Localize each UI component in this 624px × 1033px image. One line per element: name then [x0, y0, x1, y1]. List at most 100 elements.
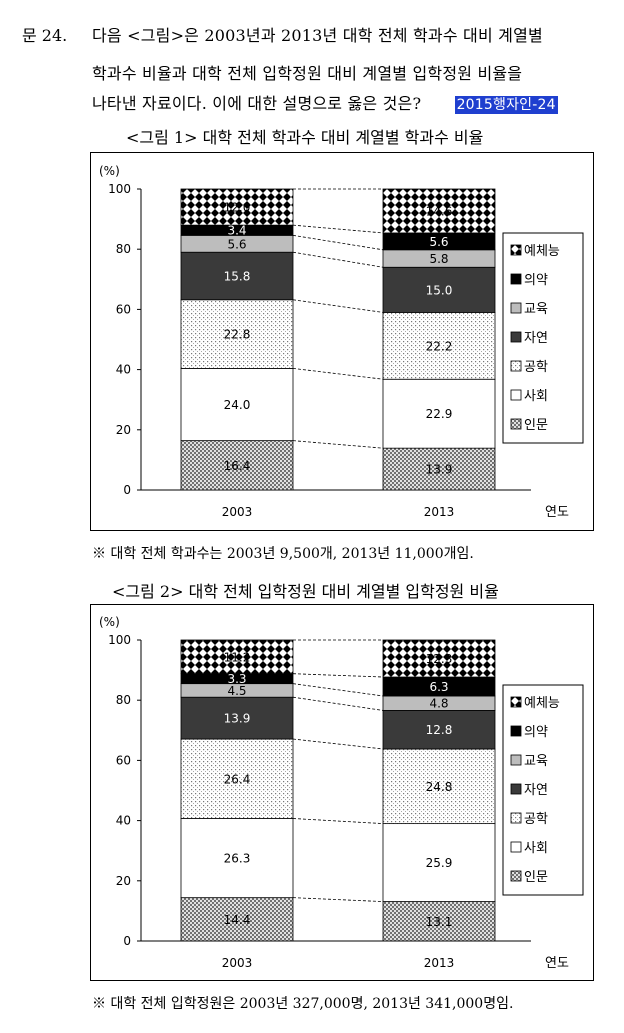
chart1-data-label-2013-inmun: 13.9	[426, 463, 453, 477]
chart1-ytick-label: 40	[116, 363, 131, 377]
chart2-data-label-2003-gonghak: 26.4	[224, 772, 251, 786]
chart2-bar-2013-yechaeneung	[382, 639, 496, 678]
chart1-ytick-label: 100	[108, 182, 131, 196]
chart2-bar-2013-gonghak	[382, 748, 496, 825]
chart2-bar-2013-inmun	[382, 901, 496, 942]
chart1-data-label-2013-uiyak: 5.6	[429, 235, 448, 249]
chart2-legend-label-inmun: 인문	[524, 870, 548, 885]
chart2-bar-2003-inmun	[180, 897, 294, 942]
question-line-2: 학과수 비율과 대학 전체 입학정원 대비 계열별 입학정원 비율을	[92, 64, 523, 83]
chart1-bar-2003-gonghak	[180, 299, 294, 369]
chart1-ytick-label: 60	[116, 302, 131, 316]
chart1-connector	[292, 251, 384, 268]
chart2-connector	[292, 738, 384, 750]
chart1-bar-2003-sahoe	[180, 367, 294, 442]
chart2-legend-label-uiyak: 의약	[524, 725, 548, 740]
question-line-3-text: 나타낸 자료이다. 이에 대한 설명으로 옳은 것은?	[92, 94, 422, 113]
chart1-legend-label-yechaeneung: 예체능	[524, 244, 560, 259]
chart1-data-label-2003-jayeon: 15.8	[224, 269, 251, 283]
chart1-data-label-2013-yechaeneung: 14.6	[426, 204, 453, 218]
chart1-legend-label-inmun: 인문	[524, 418, 548, 433]
chart2-title: <그림 2> 대학 전체 입학정원 대비 계열별 입학정원 비율	[112, 582, 499, 601]
chart1-data-label-2013-sahoe: 22.9	[426, 407, 453, 421]
chart2-data-label-2013-yechaeneung: 12.3	[426, 652, 453, 666]
chart2-svg: (%) 0 20 40 60 80 100 14.4 26.3 26.4 13.9 4.53.3 11.…	[99, 615, 584, 971]
chart1-connector	[292, 234, 384, 251]
chart2-bar-2003-yechaeneung	[180, 639, 294, 675]
chart2-legend-label-gyoyuk: 교육	[524, 754, 548, 769]
chart1-legend-label-gonghak: 공학	[524, 360, 548, 375]
chart2-legend-swatch-gyoyuk	[510, 754, 522, 766]
chart2-data-label-2003-inmun: 14.4	[224, 913, 251, 927]
chart2-ylabel: (%)	[99, 615, 120, 629]
chart2-data-label-2013-inmun: 13.1	[426, 915, 453, 929]
chart1-bar-2003-yechaeneung	[180, 188, 294, 226]
chart1-connector	[292, 299, 384, 313]
chart1-bar-2013-sahoe	[382, 378, 496, 449]
chart1-xtick-2003: 2003	[222, 505, 253, 519]
question-number: 문 24.	[22, 26, 68, 45]
chart2-ytick-label: 60	[116, 753, 131, 767]
chart2-data-label-2003-yechaeneung: 11.2	[224, 650, 251, 664]
chart2-data-label-2003-uiyak: 3.3	[227, 672, 246, 686]
chart2-connector	[292, 818, 384, 825]
chart2-data-label-2013-jayeon: 12.8	[426, 723, 453, 737]
chart2-xtick-2013: 2013	[424, 956, 455, 970]
chart1-bar-2003-jayeon	[180, 251, 294, 301]
chart2-data-label-2013-uiyak: 6.3	[429, 680, 448, 694]
chart2-frame: (%) 0 20 40 60 80 100 14.4 26.3 26.4 13.9 4.5 3.3 11.…	[90, 604, 594, 981]
chart1-connector	[292, 440, 384, 449]
chart2-ytick-label: 100	[108, 633, 131, 647]
chart2-ytick-label: 80	[116, 693, 131, 707]
chart2-data-label-2013-gyoyuk: 4.8	[429, 697, 448, 711]
chart1-title: <그림 1> 대학 전체 학과수 대비 계열별 학과수 비율	[126, 128, 484, 147]
chart2-ytick-label: 0	[123, 934, 131, 948]
chart2-connector	[292, 673, 384, 678]
chart1-data-label-2003-inmun: 16.4	[224, 459, 251, 473]
chart2-data-label-2013-sahoe: 25.9	[426, 856, 453, 870]
chart2-data-label-2003-sahoe: 26.3	[224, 852, 251, 866]
chart2-bar-2013-sahoe	[382, 823, 496, 902]
chart2-connector	[292, 897, 384, 902]
chart1-data-label-2003-yechaeneung: 12.0	[224, 201, 251, 215]
chart2-xlabel: 연도	[545, 956, 569, 971]
chart1-frame: (%) 0 20 40 60 80 100 16.4 24.0 22.8 15.8 5.6 3.4 12.…	[90, 152, 594, 531]
chart1-ylabel: (%)	[99, 164, 120, 178]
chart2-legend-label-gonghak: 공학	[524, 812, 548, 827]
chart2-xtick-2003: 2003	[222, 956, 253, 970]
chart1-bar-2013-yechaeneung	[382, 188, 496, 234]
chart1-ytick-label: 20	[116, 423, 131, 437]
chart2-bar-2013-jayeon	[382, 710, 496, 750]
chart1-ytick-label: 80	[116, 242, 131, 256]
chart1-xtick-2013: 2013	[424, 505, 455, 519]
question-line-1: 다음 <그림>은 2003년과 2013년 대학 전체 학과수 대비 계열별	[92, 26, 543, 45]
chart1-data-label-2003-gonghak: 22.8	[224, 328, 251, 342]
chart1-xlabel: 연도	[545, 505, 569, 520]
chart2-legend-label-yechaeneung: 예체능	[524, 696, 560, 711]
chart1-data-label-2003-uiyak: 3.4	[227, 224, 246, 238]
chart1-legend-label-sahoe: 사회	[524, 389, 548, 404]
chart2-legend-swatch-jayeon	[510, 783, 522, 795]
chart1-legend-label-gyoyuk: 교육	[524, 302, 548, 317]
chart2-legend-swatch-sahoe	[510, 841, 522, 853]
chart2-data-label-2013-gonghak: 24.8	[426, 780, 453, 794]
chart2-ytick-label: 20	[116, 874, 131, 888]
chart1-legend-swatch-jayeon	[510, 331, 522, 343]
chart2-ytick-label: 40	[116, 814, 131, 828]
chart1-svg: (%)02040608010016.424.022.815.85.63.412.…	[99, 164, 584, 520]
chart1-bar-2013-jayeon	[382, 266, 496, 313]
chart1-data-label-2013-gyoyuk: 5.8	[429, 252, 448, 266]
chart2-legend-swatch-uiyak	[510, 725, 522, 737]
chart1-legend-swatch-inmun	[510, 418, 522, 430]
chart1-data-label-2013-gonghak: 22.2	[426, 339, 453, 353]
chart2-legend-swatch-gonghak	[510, 812, 522, 824]
chart2-data-label-2003-gyoyuk: 4.5	[227, 684, 246, 698]
chart1-connector	[292, 224, 384, 234]
chart2-bar-2003-gonghak	[180, 738, 294, 819]
chart2-bar-2003-jayeon	[180, 696, 294, 740]
chart1-bar-2003-inmun	[180, 440, 294, 491]
chart1-legend-label-uiyak: 의약	[524, 273, 548, 288]
chart1-legend-label-jayeon: 자연	[524, 331, 548, 346]
chart2-connector	[292, 696, 384, 711]
chart2-note: ※ 대학 전체 입학정원은 2003년 327,000명, 2013년 341,…	[92, 996, 514, 1012]
